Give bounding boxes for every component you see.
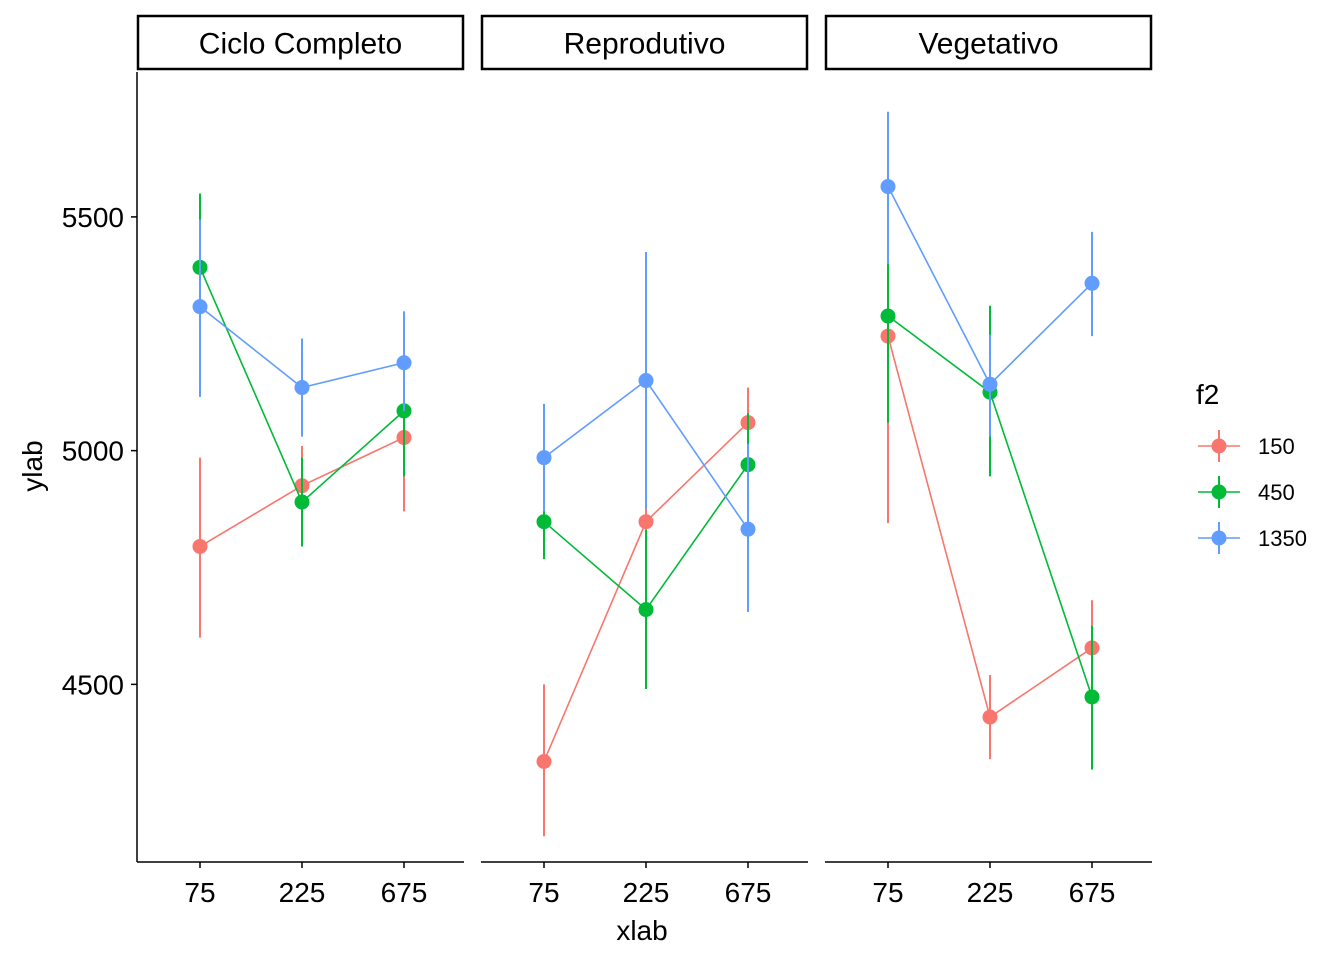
data-point (1084, 689, 1100, 705)
strip-box (824, 14, 1153, 71)
data-point (982, 709, 998, 725)
strip-label: Reprodutivo (564, 28, 726, 61)
x-tick-label: 75 (872, 877, 903, 908)
data-point (638, 514, 654, 530)
panels: Ciclo Completo 75 225 675 Reprodutivo 75 225 67… (136, 14, 1153, 908)
x-axis-title: xlab (616, 915, 667, 946)
data-point (536, 514, 552, 530)
data-point (880, 179, 896, 195)
strip-box (480, 14, 809, 71)
legend-label: 450 (1258, 480, 1295, 505)
panel: Reprodutivo 75 225 675 (480, 14, 809, 908)
x-tick-label: 225 (623, 877, 670, 908)
legend-key-point (1211, 530, 1227, 546)
data-point (982, 376, 998, 392)
y-tick-label: 5500 (62, 202, 124, 233)
panel: Ciclo Completo 75 225 675 (136, 14, 465, 908)
legend-label: 150 (1258, 434, 1295, 459)
legend-key-point (1211, 484, 1227, 500)
legend-item-1350: 1350 (1198, 522, 1307, 554)
data-point (294, 380, 310, 396)
data-point (638, 602, 654, 618)
series-1350 (192, 219, 412, 437)
strip-label: Vegetativo (918, 28, 1058, 61)
strip-label: Ciclo Completo (199, 28, 402, 61)
x-tick-label: 675 (381, 877, 428, 908)
strip-box (136, 14, 465, 71)
data-point (638, 373, 654, 389)
data-point (294, 494, 310, 510)
x-tick-label: 675 (725, 877, 772, 908)
series-450 (536, 413, 756, 690)
data-point (536, 753, 552, 769)
data-point (1084, 275, 1100, 291)
data-point (192, 299, 208, 315)
x-tick-label: 675 (1069, 877, 1116, 908)
legend-label: 1350 (1258, 526, 1307, 551)
x-tick-label: 75 (184, 877, 215, 908)
x-tick-label: 75 (528, 877, 559, 908)
x-tick-label: 225 (279, 877, 326, 908)
series-1350 (880, 111, 1100, 437)
x-tick-label: 225 (967, 877, 1014, 908)
data-point (192, 538, 208, 554)
legend-item-450: 450 (1198, 476, 1295, 508)
series-1350 (536, 251, 756, 612)
data-point (740, 521, 756, 537)
data-point (880, 308, 896, 324)
y-tick-label: 5000 (62, 436, 124, 467)
legend-key-point (1211, 438, 1227, 454)
legend-title: f2 (1196, 379, 1219, 410)
panel: Vegetativo 75 225 675 (824, 14, 1153, 908)
y-axis: 4500 5000 5500 (62, 72, 138, 862)
legend: f2 150 450 1350 (1196, 379, 1307, 554)
data-point (396, 355, 412, 371)
y-axis-title: ylab (17, 440, 48, 491)
legend-item-150: 150 (1198, 430, 1295, 462)
y-tick-label: 4500 (62, 669, 124, 700)
data-point (536, 450, 552, 466)
